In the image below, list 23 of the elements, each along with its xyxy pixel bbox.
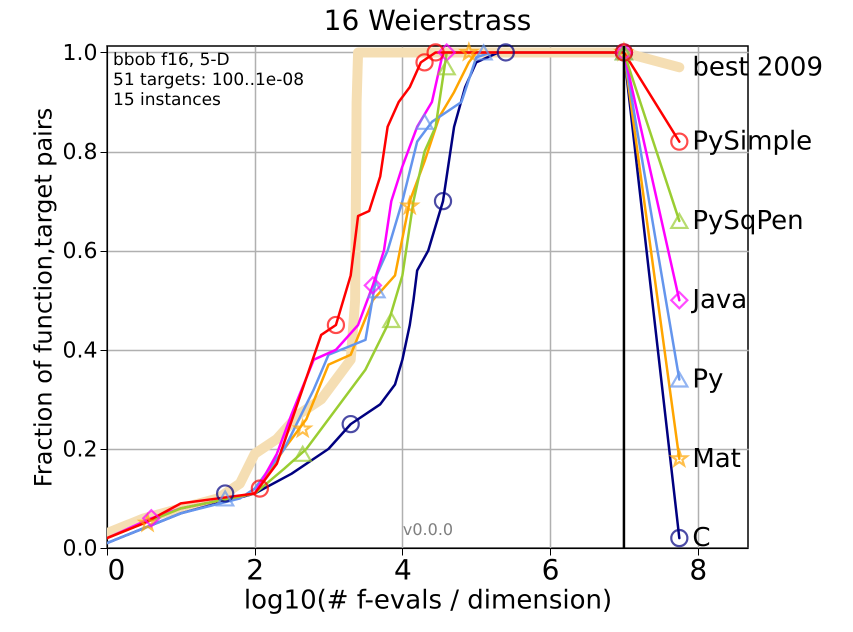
annotation: 51 targets: 100..1e-08 bbox=[113, 70, 304, 90]
series-label: Py bbox=[692, 364, 724, 395]
series-label: Mat bbox=[692, 444, 741, 474]
y-tick-label: 0.2 bbox=[62, 437, 98, 462]
y-tick-label: 1.0 bbox=[62, 40, 98, 66]
series-label: Java bbox=[690, 285, 748, 316]
y-tick-label: 0.6 bbox=[62, 239, 98, 264]
annotation: bbob f16, 5-D bbox=[113, 50, 230, 70]
annotation: v0.0.0 bbox=[402, 520, 454, 539]
x-axis-title: log10(# f-evals / dimension) bbox=[244, 586, 612, 616]
series-label: best 2009 bbox=[692, 52, 824, 82]
y-tick-label: 0.0 bbox=[62, 536, 98, 562]
chart-title: 16 Weierstrass bbox=[324, 4, 532, 37]
x-tick-label: 8 bbox=[689, 554, 708, 586]
x-tick-label: 4 bbox=[394, 554, 412, 586]
x-tick-label: 0 bbox=[108, 554, 126, 586]
x-tick-label: 6 bbox=[542, 554, 560, 586]
x-tick-label: 2 bbox=[246, 554, 264, 586]
y-tick-label: 0.8 bbox=[62, 140, 98, 166]
series-label: C bbox=[692, 523, 710, 554]
annotation: 15 instances bbox=[113, 90, 222, 110]
y-axis-title: Fraction of function,target pairs bbox=[30, 108, 58, 488]
y-tick-label: 0.4 bbox=[62, 338, 98, 364]
